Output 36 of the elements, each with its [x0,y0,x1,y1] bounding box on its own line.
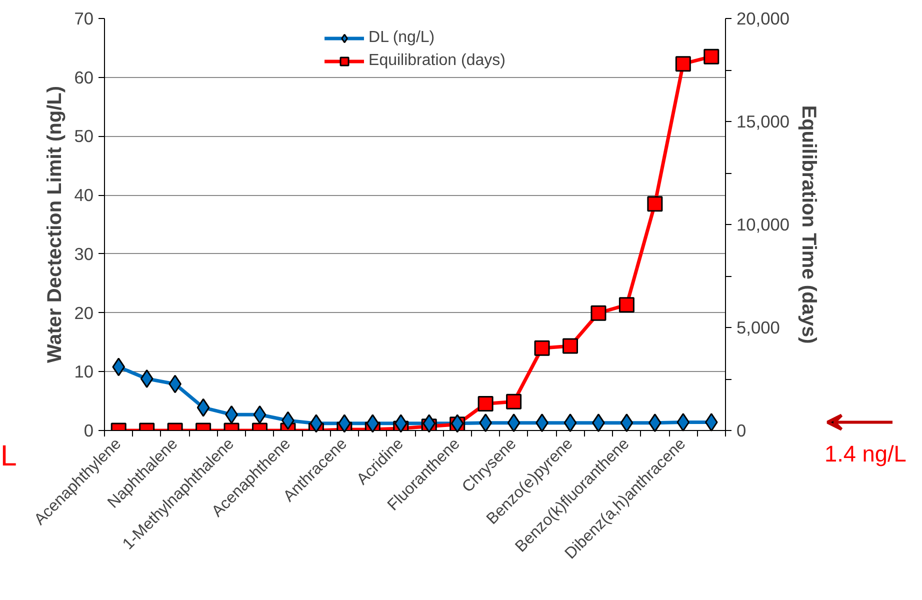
point [564,414,577,432]
point [196,398,210,417]
y2-tick-label: 20,000 [736,8,790,28]
point [450,414,464,433]
point [366,414,380,433]
point [253,405,266,424]
y2-tick-label: 15,000 [736,112,790,132]
y-tick-label: 60 [74,67,94,88]
y-tick-label: 50 [74,126,94,146]
point [394,414,408,433]
point [647,196,663,212]
point [112,358,126,376]
text: L [0,440,17,472]
y-tick-label: 10 [74,362,94,382]
point [507,414,520,432]
point [704,48,720,64]
y2-tick-label: 0 [736,420,746,440]
y2-axis-title: Equilibration Time (days) [798,105,820,344]
point [620,414,634,432]
legend-label: Equilibration (days) [368,52,506,70]
y2-tick-label: 10,000 [736,214,790,234]
y-tick-label: 0 [84,420,94,440]
point [310,414,323,433]
y2-tick-label: 5,000 [736,318,780,338]
point [422,414,436,433]
text: 1.4 ng/L [824,440,906,466]
y-tick-label: 70 [74,8,94,28]
point [704,413,718,432]
y-axis-title: Water Dectection Limit (ng/L) [44,86,66,364]
point [675,56,691,72]
y-tick-label: 30 [74,244,94,264]
legend-label: DL (ng/L) [368,29,435,47]
y-tick-label: 20 [74,302,94,323]
point [676,413,690,432]
point [140,369,154,388]
y-tick-label: 40 [74,185,94,206]
